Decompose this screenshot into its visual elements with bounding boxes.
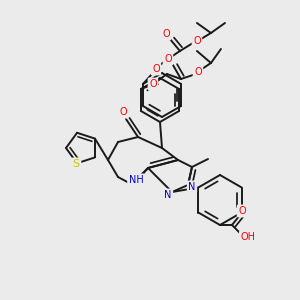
Text: O: O [238,206,246,216]
Text: NH: NH [129,175,143,185]
Text: O: O [194,67,202,77]
Text: O: O [193,36,201,46]
Text: N: N [164,190,172,200]
Text: O: O [149,79,157,89]
Text: O: O [162,29,170,39]
Text: OH: OH [241,232,256,242]
Text: N: N [188,182,196,192]
Text: S: S [73,159,80,169]
Text: O: O [152,64,160,74]
Text: O: O [119,107,127,117]
Text: O: O [164,54,172,64]
